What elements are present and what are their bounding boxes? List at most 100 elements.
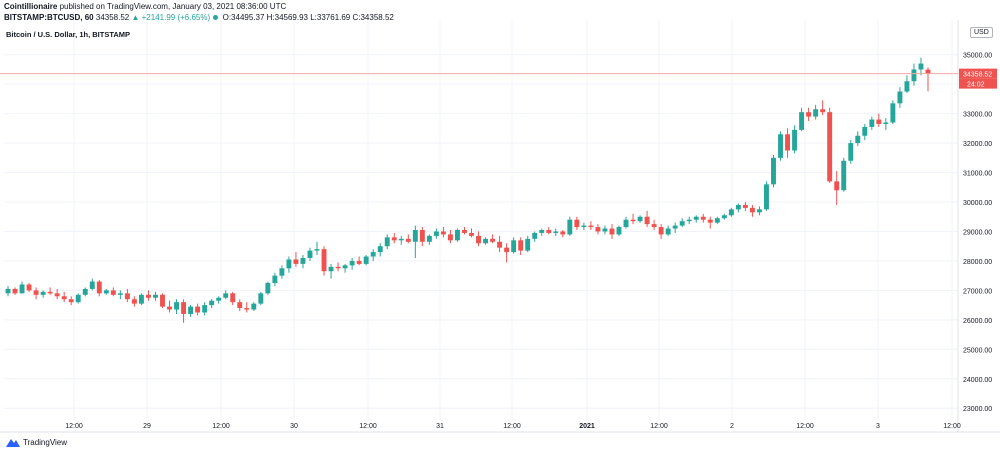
author-name[interactable]: Cointillionaire: [4, 2, 58, 11]
candle-body: [728, 209, 734, 216]
candle-body: [146, 294, 151, 298]
candle-body: [820, 109, 826, 113]
candle-body: [855, 135, 861, 144]
candle-body: [560, 231, 566, 235]
y-tick-label: 29000.00: [963, 229, 992, 236]
candle-body: [651, 224, 657, 228]
candle-body: [321, 249, 327, 272]
candle-body: [96, 281, 102, 294]
candle-body: [202, 305, 208, 313]
candle-body: [525, 238, 531, 251]
candle-body: [293, 259, 299, 264]
y-tick-label: 23000.00: [963, 406, 992, 413]
candle-body: [244, 308, 250, 310]
candle-body: [918, 63, 924, 70]
candle-body: [265, 283, 271, 294]
candle-body: [223, 293, 229, 298]
candle-body: [462, 230, 467, 233]
candle-body: [433, 231, 439, 236]
candle-body: [124, 293, 130, 300]
y-tick-label: 28000.00: [963, 259, 992, 266]
candle-body: [5, 288, 11, 294]
y-tick-label: 24000.00: [963, 377, 992, 384]
x-tick-label: 29: [143, 423, 151, 430]
symbol-label: BITSTAMP:BTCUSD, 60: [4, 13, 94, 22]
candle-body: [841, 160, 847, 191]
candle-body: [764, 184, 769, 210]
candle-body: [419, 230, 425, 242]
candle-body: [749, 207, 755, 213]
candle-body: [848, 143, 854, 161]
candle-body: [490, 238, 496, 242]
tradingview-logo-icon: [6, 439, 20, 447]
candle-body: [342, 265, 348, 269]
live-status-icon: [213, 15, 219, 21]
candle-body: [771, 157, 776, 185]
candle-body: [637, 216, 643, 222]
y-tick-label: 31000.00: [963, 171, 992, 178]
candle-body: [356, 260, 362, 264]
candle-body: [518, 240, 524, 251]
candle-body: [869, 119, 875, 127]
currency-selector[interactable]: USD: [970, 27, 993, 38]
candle-body: [68, 299, 74, 303]
candle-body: [26, 284, 32, 291]
candle-body: [103, 290, 109, 294]
candle-body: [756, 209, 762, 213]
candle-body: [209, 300, 215, 306]
candle-body: [272, 275, 278, 284]
candle-body: [693, 216, 699, 220]
candle-body: [834, 181, 840, 191]
candle-body: [195, 306, 201, 313]
candle-body: [799, 112, 805, 130]
candle-body: [686, 219, 692, 222]
candle-body: [33, 290, 39, 295]
candle-body: [160, 294, 165, 307]
candle-body: [237, 302, 243, 309]
candle-body: [595, 227, 601, 232]
candle-body: [230, 293, 236, 303]
x-tick-label: 12:00: [359, 423, 377, 430]
y-tick-label: 26000.00: [963, 318, 992, 325]
candle-body: [721, 215, 727, 219]
candle-body: [665, 228, 671, 235]
candle-body: [300, 257, 306, 264]
candle-body: [476, 235, 481, 244]
candle-body: [672, 225, 678, 229]
candle-body: [876, 119, 882, 124]
y-tick-label: 30000.00: [963, 200, 992, 207]
candle-body: [82, 288, 88, 295]
countdown-label: 24:02: [967, 82, 985, 89]
candle-body: [532, 232, 538, 239]
candle-body: [167, 306, 172, 310]
candle-body: [12, 288, 18, 294]
candle-body: [328, 266, 334, 272]
candle-body: [314, 249, 320, 251]
candle-body: [813, 109, 819, 117]
last-price-label: 34358.52: [963, 72, 992, 79]
candle-body: [609, 228, 615, 235]
candle-body: [110, 290, 116, 295]
price-change: ▲ +2141.99 (+6.65%): [131, 13, 211, 22]
footer-brand[interactable]: TradingView: [6, 438, 67, 447]
candle-body: [440, 231, 446, 235]
last-price-tag: [959, 68, 997, 79]
candle-body: [511, 240, 517, 253]
y-tick-label: 33000.00: [963, 112, 992, 119]
candle-body: [904, 81, 910, 92]
candle-body: [897, 91, 903, 104]
candle-body: [806, 112, 812, 117]
candle-body: [911, 69, 917, 82]
candle-body: [384, 237, 390, 247]
candle-body: [778, 134, 783, 158]
x-tick-label: 31: [436, 423, 444, 430]
candle-body: [181, 302, 187, 314]
y-tick-label: 27000.00: [963, 288, 992, 295]
candle-body: [581, 225, 587, 228]
candle-body: [574, 219, 580, 228]
candle-body: [426, 235, 432, 242]
candle-body: [546, 230, 552, 233]
last-price: 34358.52: [95, 13, 130, 22]
chart-header: Cointillionaire published on TradingView…: [4, 2, 394, 23]
